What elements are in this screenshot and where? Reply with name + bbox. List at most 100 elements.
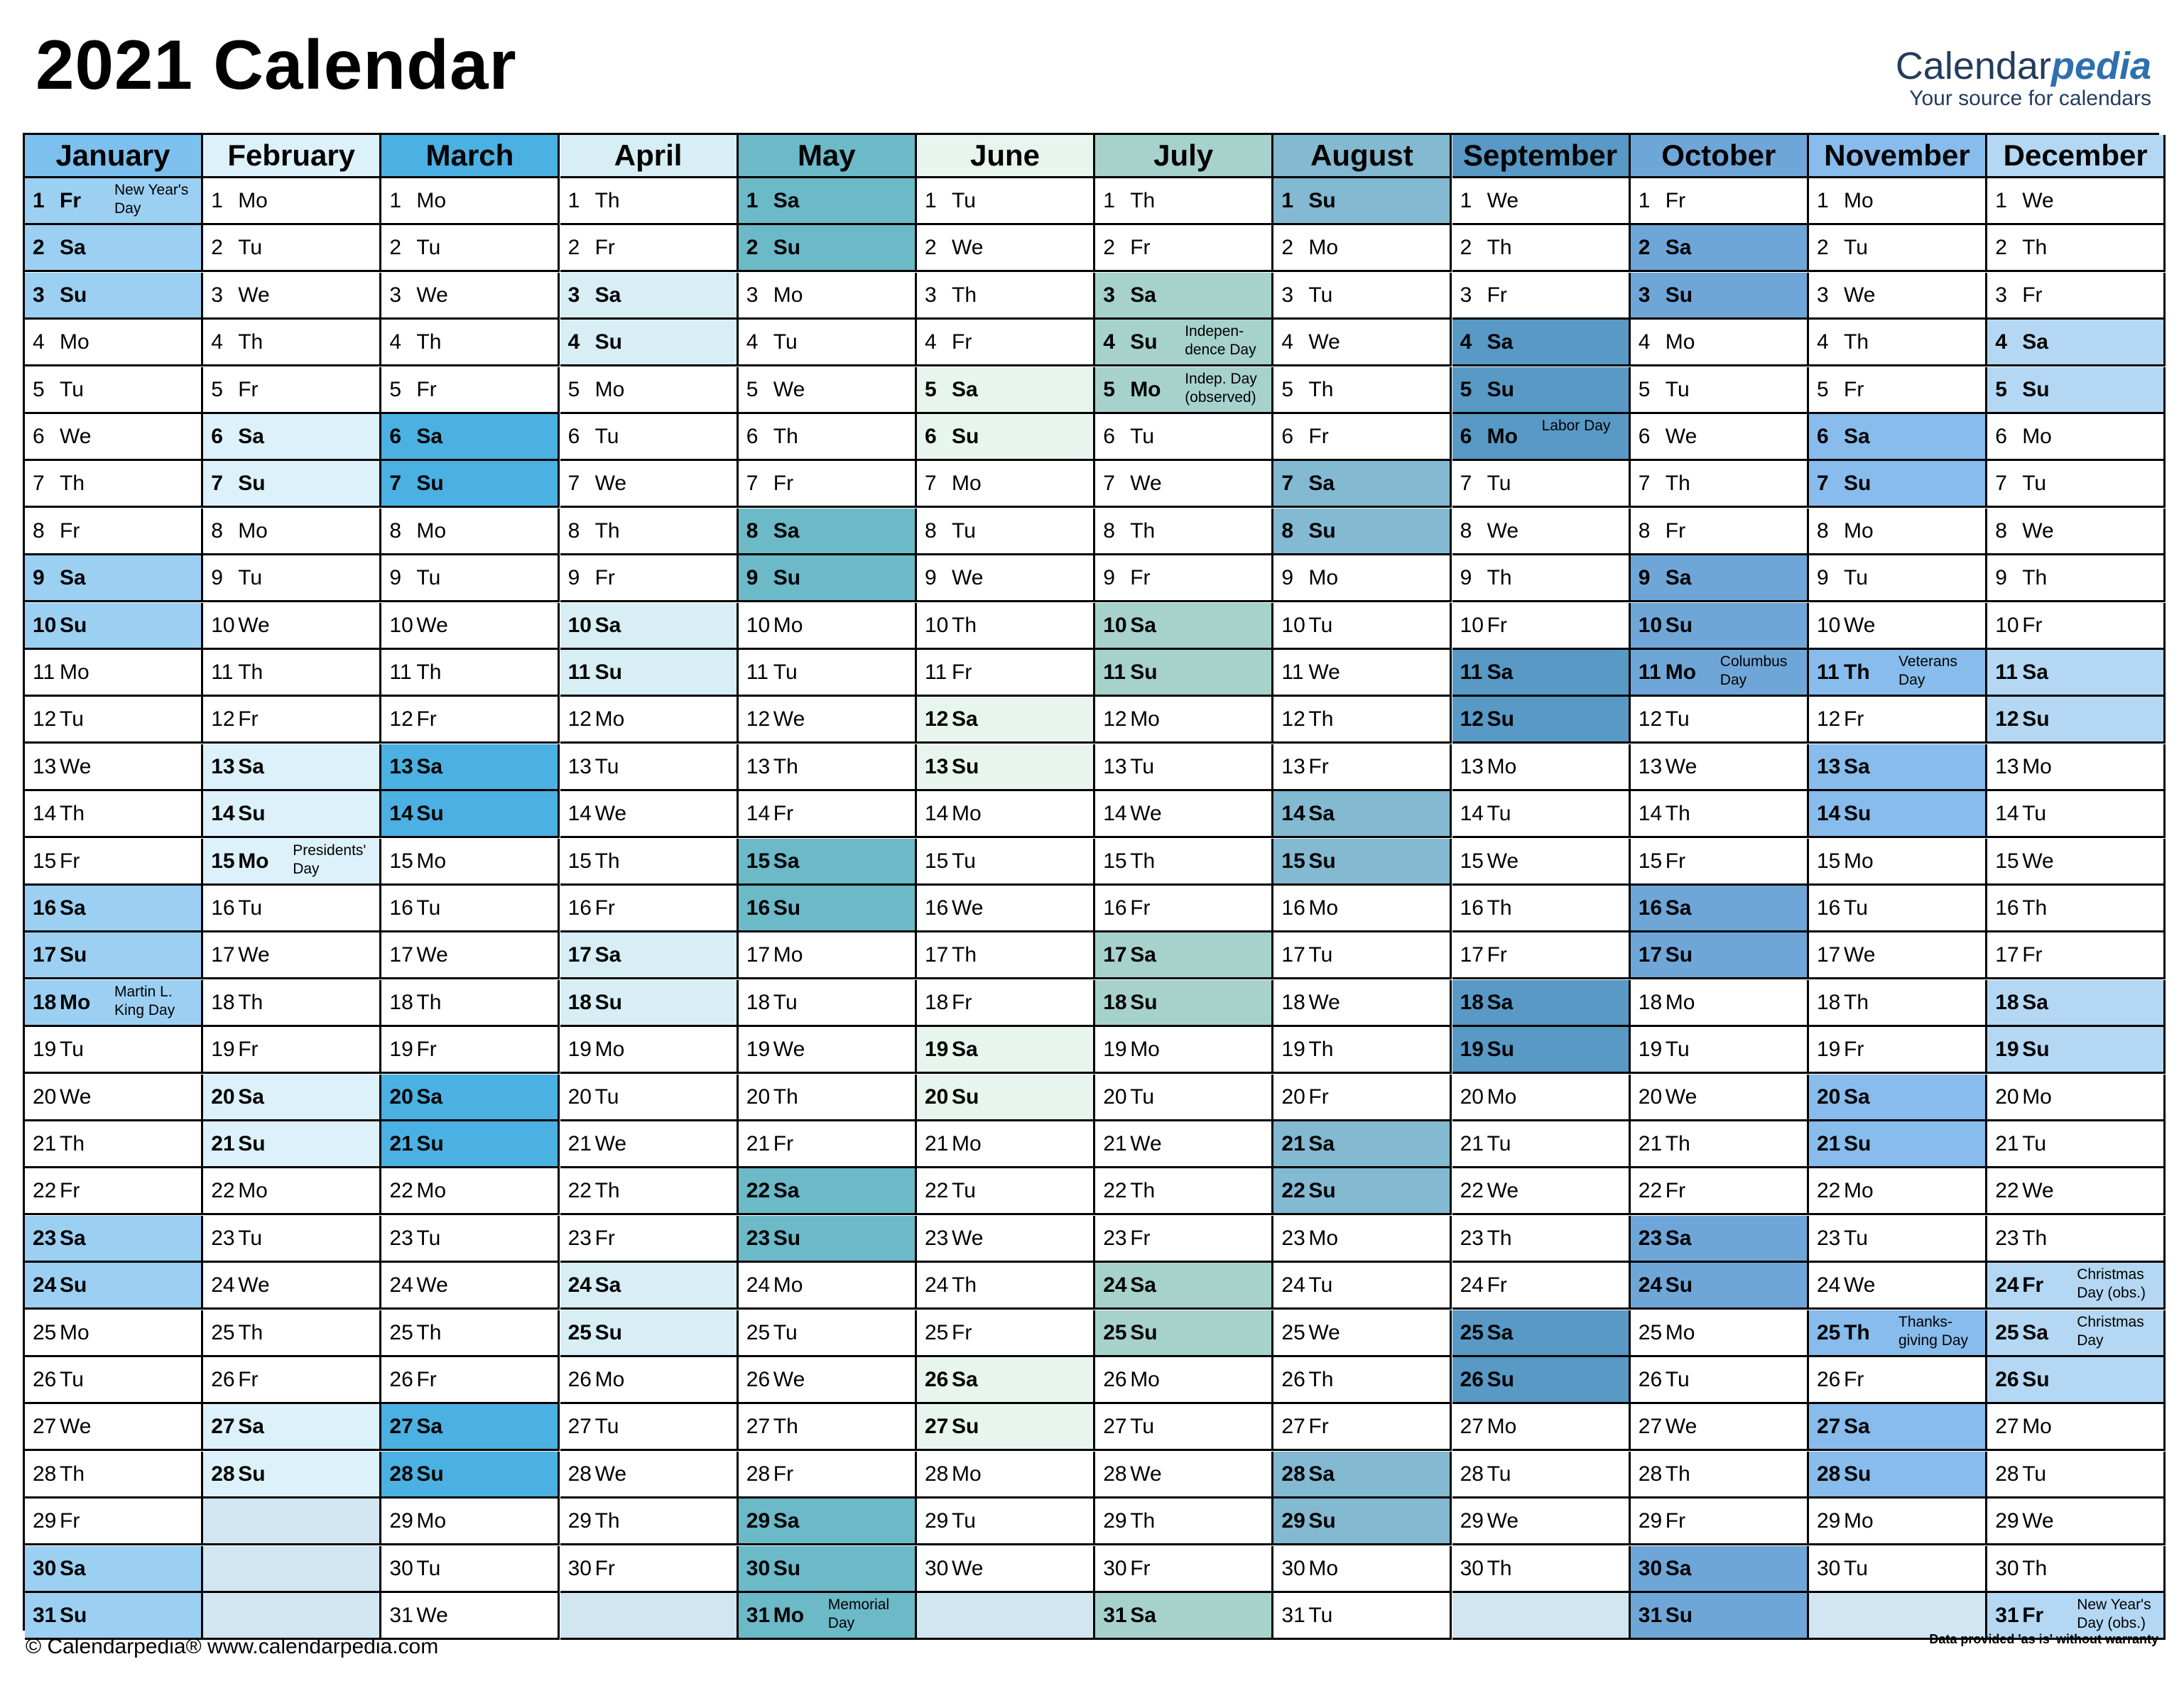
day-cell[interactable]: 11 Th Veterans Day: [1809, 650, 1987, 697]
day-cell[interactable]: 14 Fr: [738, 791, 917, 839]
day-cell[interactable]: 21 Th: [1630, 1121, 1809, 1168]
day-cell[interactable]: 17 Tu: [1273, 932, 1452, 980]
day-cell[interactable]: 25 Su: [560, 1310, 739, 1357]
day-cell[interactable]: 4 Tu: [738, 320, 917, 367]
day-cell[interactable]: 10 Sa: [560, 602, 739, 650]
day-cell[interactable]: 30 Fr: [560, 1545, 739, 1593]
day-cell[interactable]: 14 We: [560, 791, 739, 839]
day-cell[interactable]: 25 Th: [203, 1310, 382, 1357]
day-cell[interactable]: 20 Fr: [1273, 1074, 1452, 1121]
day-cell[interactable]: 11 Mo: [25, 650, 203, 697]
day-cell[interactable]: 15 Mo Presidents' Day: [203, 838, 382, 886]
day-cell[interactable]: 24 Fr Christmas Day (obs.): [1987, 1263, 2166, 1310]
day-cell[interactable]: 31 Mo Memorial Day: [738, 1593, 917, 1640]
day-cell[interactable]: 7 Mo: [917, 461, 1095, 508]
day-cell[interactable]: 8 Th: [560, 508, 739, 555]
day-cell[interactable]: 20 We: [1630, 1074, 1809, 1121]
day-cell[interactable]: 5 Mo: [560, 366, 739, 414]
day-cell[interactable]: 22 We: [1987, 1168, 2166, 1216]
day-cell[interactable]: 21 Th: [25, 1121, 203, 1168]
day-cell[interactable]: 4 Th: [1809, 320, 1987, 367]
day-cell[interactable]: 29 Fr: [1630, 1499, 1809, 1546]
day-cell[interactable]: 4 Mo: [1630, 320, 1809, 367]
day-cell[interactable]: 18 We: [1273, 979, 1452, 1027]
day-cell[interactable]: 12 Tu: [25, 697, 203, 744]
day-cell[interactable]: 31 Sa: [1095, 1593, 1274, 1640]
day-cell[interactable]: 28 Mo: [917, 1451, 1095, 1499]
day-cell[interactable]: 19 Tu: [25, 1027, 203, 1075]
day-cell[interactable]: 12 We: [738, 697, 917, 744]
day-cell[interactable]: 10 We: [203, 602, 382, 650]
day-cell[interactable]: 3 Fr: [1452, 272, 1631, 320]
day-cell[interactable]: 10 We: [381, 602, 560, 650]
day-cell[interactable]: 4 Sa: [1987, 320, 2166, 367]
day-cell[interactable]: 19 Su: [1452, 1027, 1631, 1075]
day-cell[interactable]: 8 Th: [1095, 508, 1274, 555]
day-cell[interactable]: 9 Sa: [1630, 555, 1809, 603]
day-cell[interactable]: 15 Th: [560, 838, 739, 886]
day-cell[interactable]: 22 Su: [1273, 1168, 1452, 1216]
day-cell[interactable]: 29 Th: [1095, 1499, 1274, 1546]
day-cell[interactable]: 7 We: [560, 461, 739, 508]
day-cell[interactable]: 13 Tu: [560, 744, 739, 791]
day-cell[interactable]: 2 Sa: [25, 225, 203, 273]
day-cell[interactable]: 7 We: [1095, 461, 1274, 508]
day-cell[interactable]: 24 Mo: [738, 1263, 917, 1310]
day-cell[interactable]: 23 Tu: [203, 1215, 382, 1263]
day-cell[interactable]: 24 Fr: [1452, 1263, 1631, 1310]
day-cell[interactable]: 21 Su: [203, 1121, 382, 1168]
day-cell[interactable]: 9 We: [917, 555, 1095, 603]
day-cell[interactable]: 29 Th: [560, 1499, 739, 1546]
day-cell[interactable]: 4 Sa: [1452, 320, 1631, 367]
day-cell[interactable]: 6 Sa: [381, 414, 560, 461]
day-cell[interactable]: 3 Su: [1630, 272, 1809, 320]
brand-logo[interactable]: Calendarpedia Your source for calendars: [1782, 47, 2151, 110]
day-cell[interactable]: 19 Fr: [1809, 1027, 1987, 1075]
day-cell[interactable]: 13 Sa: [381, 744, 560, 791]
day-cell[interactable]: 24 Th: [917, 1263, 1095, 1310]
day-cell[interactable]: 16 Tu: [1809, 886, 1987, 932]
day-cell[interactable]: 7 Tu: [1452, 461, 1631, 508]
day-cell[interactable]: 1 Th: [560, 178, 739, 225]
day-cell[interactable]: 22 Mo: [1809, 1168, 1987, 1216]
day-cell[interactable]: 27 Sa: [1809, 1404, 1987, 1452]
day-cell[interactable]: 30 We: [917, 1545, 1095, 1593]
day-cell[interactable]: 2 Su: [738, 225, 917, 273]
day-cell[interactable]: 10 We: [1809, 602, 1987, 650]
day-cell[interactable]: 11 Sa: [1987, 650, 2166, 697]
day-cell[interactable]: 18 Th: [381, 979, 560, 1027]
day-cell[interactable]: 12 Fr: [381, 697, 560, 744]
day-cell[interactable]: 21 Su: [381, 1121, 560, 1168]
day-cell[interactable]: 17 Su: [1630, 932, 1809, 980]
day-cell[interactable]: 18 Su: [1095, 979, 1274, 1027]
day-cell[interactable]: 24 We: [203, 1263, 382, 1310]
day-cell[interactable]: 8 Mo: [203, 508, 382, 555]
day-cell[interactable]: 22 Sa: [738, 1168, 917, 1216]
day-cell[interactable]: 1 We: [1452, 178, 1631, 225]
day-cell[interactable]: 2 Tu: [1809, 225, 1987, 273]
day-cell[interactable]: 19 Fr: [203, 1027, 382, 1075]
day-cell[interactable]: 18 Mo Martin L. King Day: [25, 979, 203, 1027]
day-cell[interactable]: 8 Fr: [25, 508, 203, 555]
day-cell[interactable]: 1 Su: [1273, 178, 1452, 225]
day-cell[interactable]: 12 Su: [1987, 697, 2166, 744]
day-cell[interactable]: 1 Mo: [1809, 178, 1987, 225]
day-cell[interactable]: 30 Tu: [381, 1545, 560, 1593]
day-cell[interactable]: 14 Th: [25, 791, 203, 839]
day-cell[interactable]: 26 Sa: [917, 1357, 1095, 1404]
day-cell[interactable]: 17 Sa: [1095, 932, 1274, 980]
day-cell[interactable]: 22 Mo: [381, 1168, 560, 1216]
day-cell[interactable]: 20 Mo: [1452, 1074, 1631, 1121]
day-cell[interactable]: 3 We: [203, 272, 382, 320]
day-cell[interactable]: 19 Mo: [1095, 1027, 1274, 1075]
day-cell[interactable]: 5 We: [738, 366, 917, 414]
day-cell[interactable]: 27 We: [25, 1404, 203, 1452]
day-cell[interactable]: 27 Mo: [1452, 1404, 1631, 1452]
day-cell[interactable]: 7 Su: [381, 461, 560, 508]
day-cell[interactable]: 26 We: [738, 1357, 917, 1404]
day-cell[interactable]: 29 We: [1452, 1499, 1631, 1546]
day-cell[interactable]: 9 Fr: [560, 555, 739, 603]
day-cell[interactable]: 16 Fr: [1095, 886, 1274, 932]
day-cell[interactable]: 13 Th: [738, 744, 917, 791]
day-cell[interactable]: 24 We: [381, 1263, 560, 1310]
